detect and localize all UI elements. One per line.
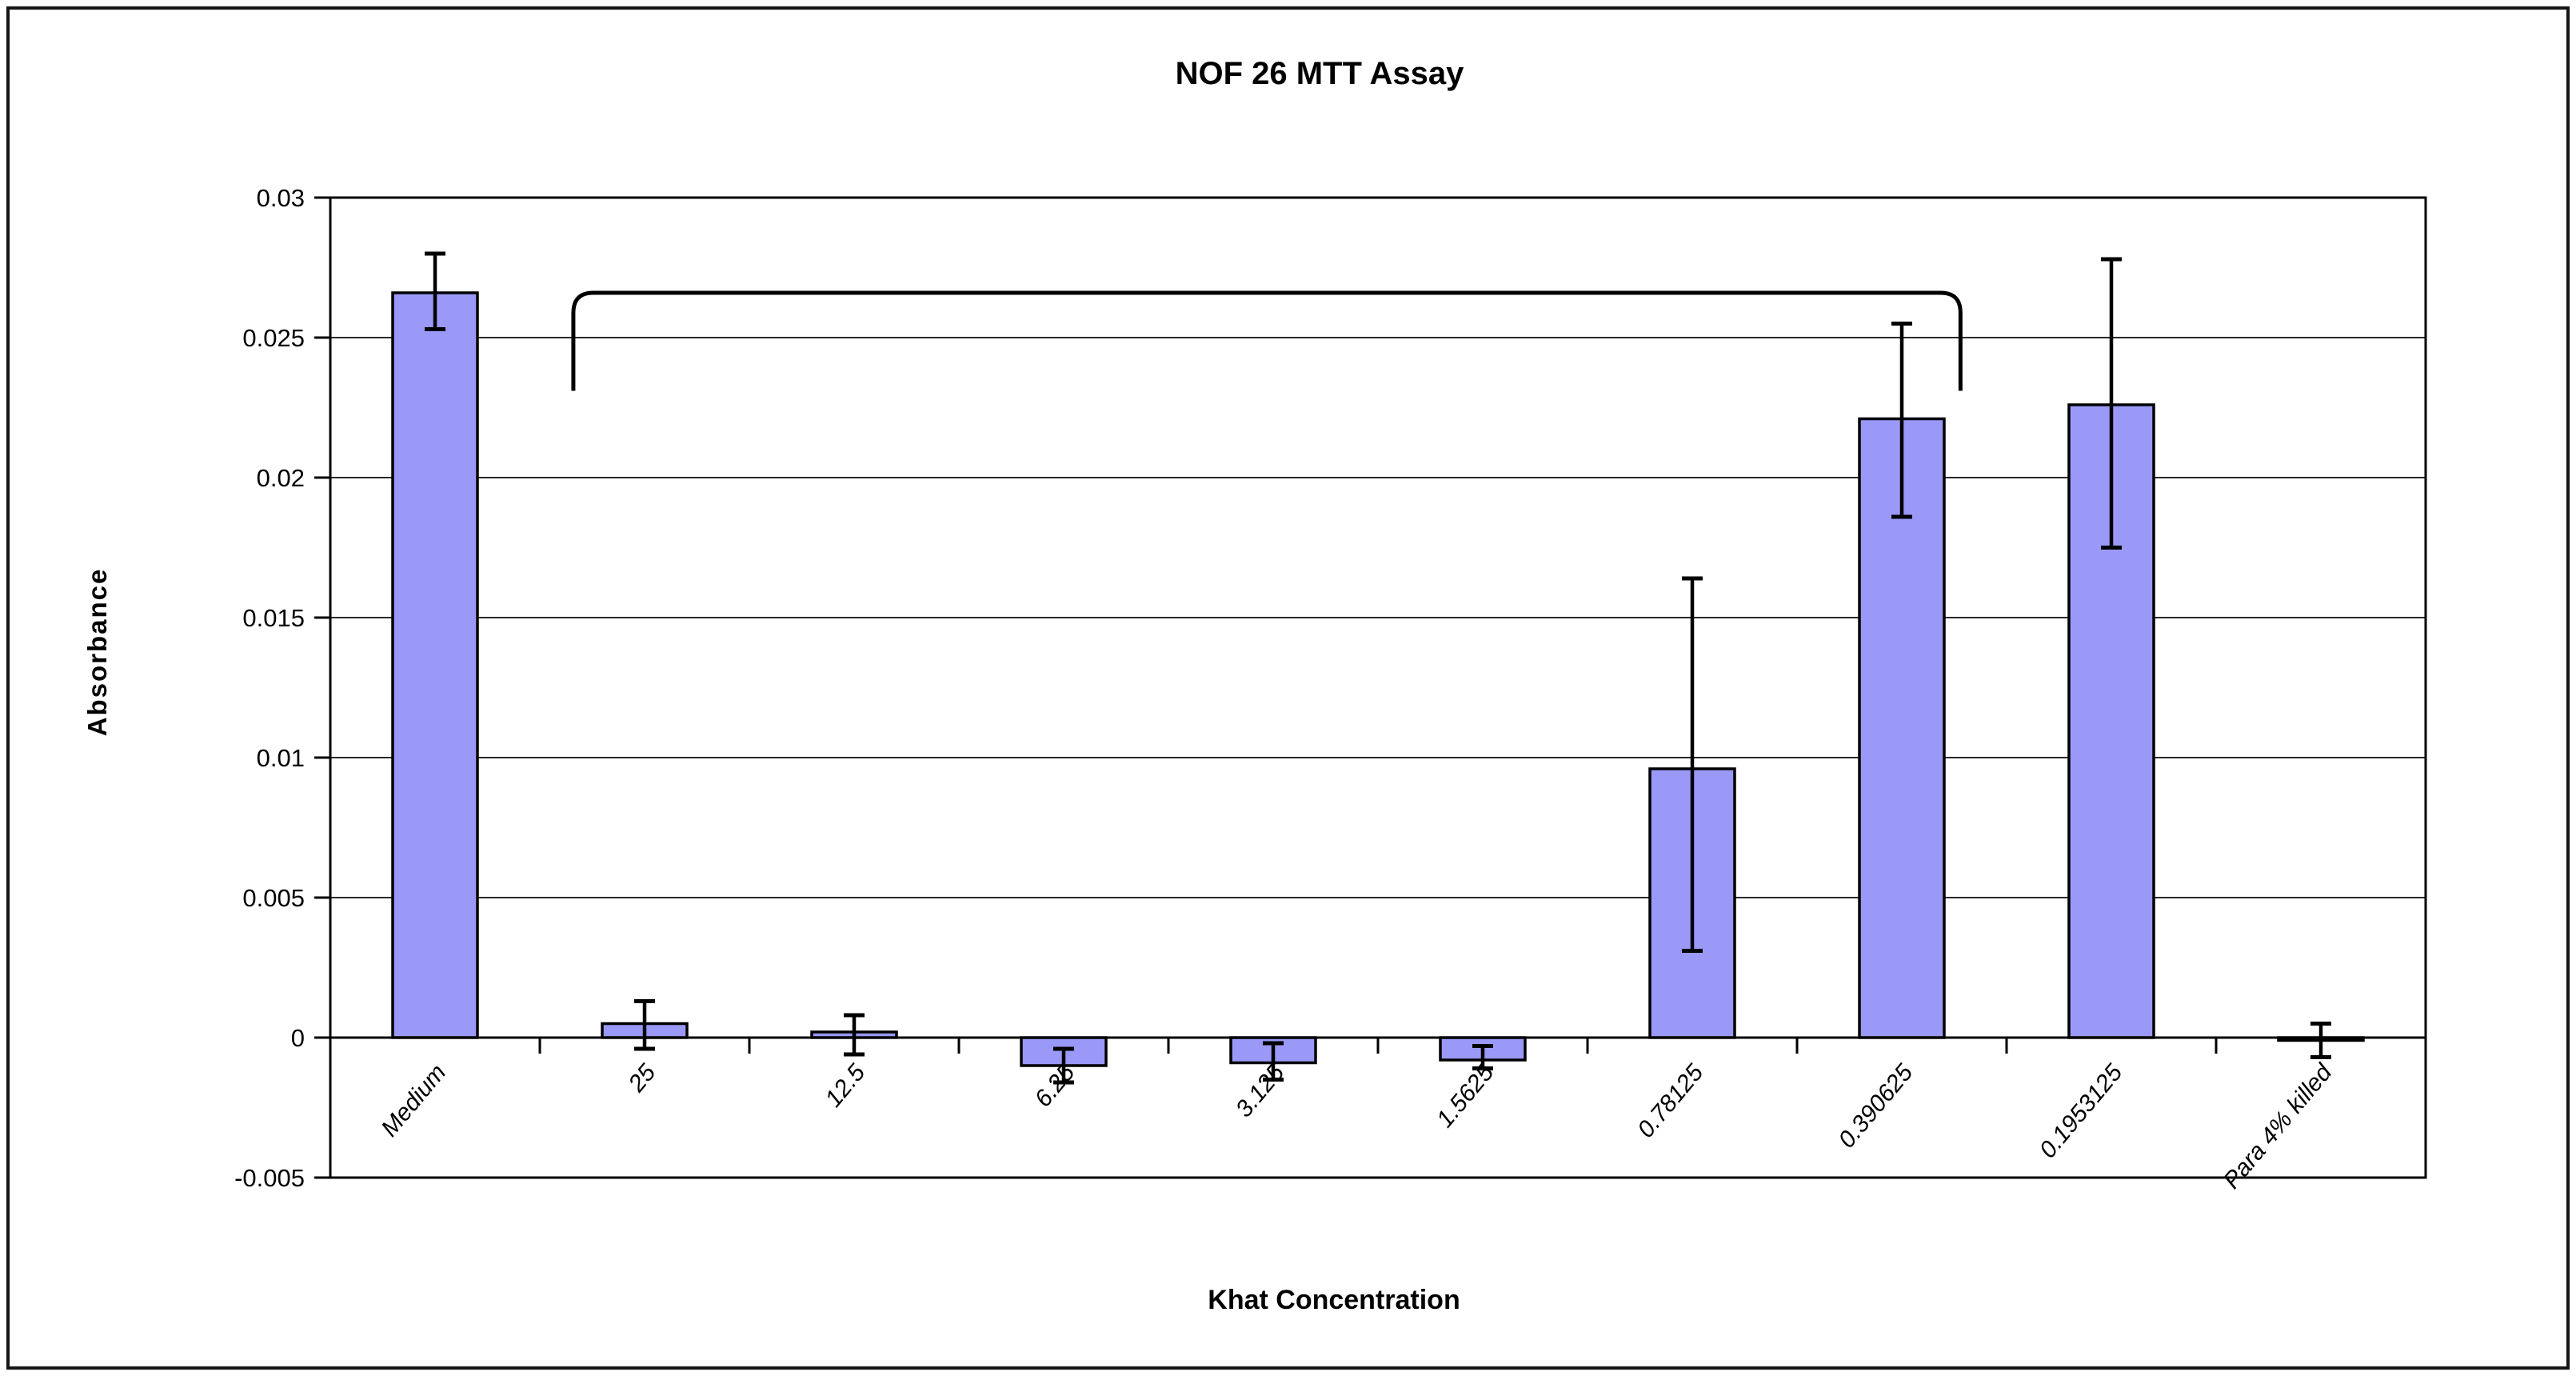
y-tick-label: 0.02	[257, 464, 305, 492]
y-tick-label: 0.015	[242, 604, 305, 632]
y-tick-label: 0	[291, 1024, 305, 1052]
x-category-label: 0.78125	[1632, 1059, 1708, 1143]
x-category-label: 0.1953125	[2035, 1059, 2128, 1163]
chart-title: NOF 26 MTT Assay	[1175, 56, 1464, 91]
x-axis-title: Khat Concentration	[1208, 1285, 1460, 1315]
bar	[391, 291, 479, 1039]
x-category-label: 6.25	[1030, 1059, 1080, 1112]
y-tick-label: 0.03	[257, 184, 305, 212]
x-category-label: Medium	[376, 1059, 451, 1142]
x-category-label: 3.125	[1231, 1059, 1290, 1122]
x-category-label: 25	[623, 1059, 661, 1098]
x-category-label: 1.5625	[1432, 1059, 1499, 1133]
x-category-label: Para 4% killed	[2219, 1058, 2338, 1194]
y-tick-label: 0.005	[242, 884, 305, 912]
y-tick-label: 0.01	[257, 744, 305, 772]
x-category-label: 12.5	[821, 1059, 871, 1112]
y-tick-label: -0.005	[234, 1164, 305, 1192]
y-tick-label: 0.025	[242, 324, 305, 352]
significance-bracket	[571, 290, 1963, 391]
x-category-label: 0.390625	[1834, 1059, 1919, 1153]
plot-border	[329, 196, 2427, 1179]
